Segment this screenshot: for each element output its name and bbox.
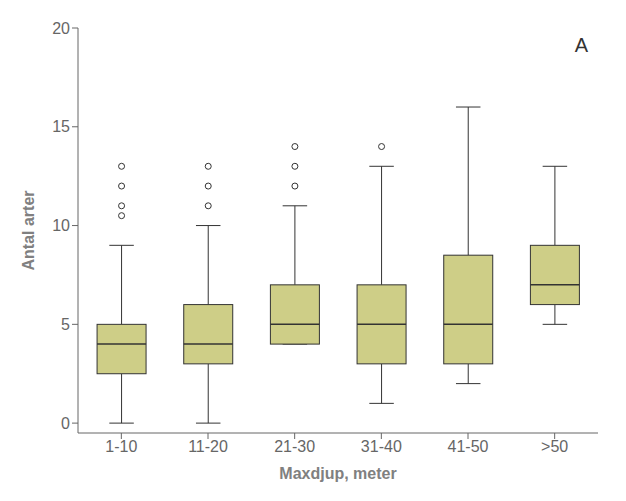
svg-text:0: 0 <box>61 415 70 432</box>
svg-text:5: 5 <box>61 316 70 333</box>
svg-text:41-50: 41-50 <box>448 438 489 455</box>
svg-text:20: 20 <box>52 20 70 37</box>
svg-text:1-10: 1-10 <box>105 438 137 455</box>
svg-text:21-30: 21-30 <box>274 438 315 455</box>
svg-text:31-40: 31-40 <box>361 438 402 455</box>
html-text:A: A <box>574 34 588 56</box>
svg-text:>50: >50 <box>541 438 568 455</box>
svg-text:Maxdjup, meter: Maxdjup, meter <box>279 465 396 482</box>
svg-text:10: 10 <box>52 217 70 234</box>
svg-text:11-20: 11-20 <box>188 438 228 455</box>
svg-text:Antal arter: Antal arter <box>20 190 37 270</box>
svg-text:15: 15 <box>52 118 70 135</box>
